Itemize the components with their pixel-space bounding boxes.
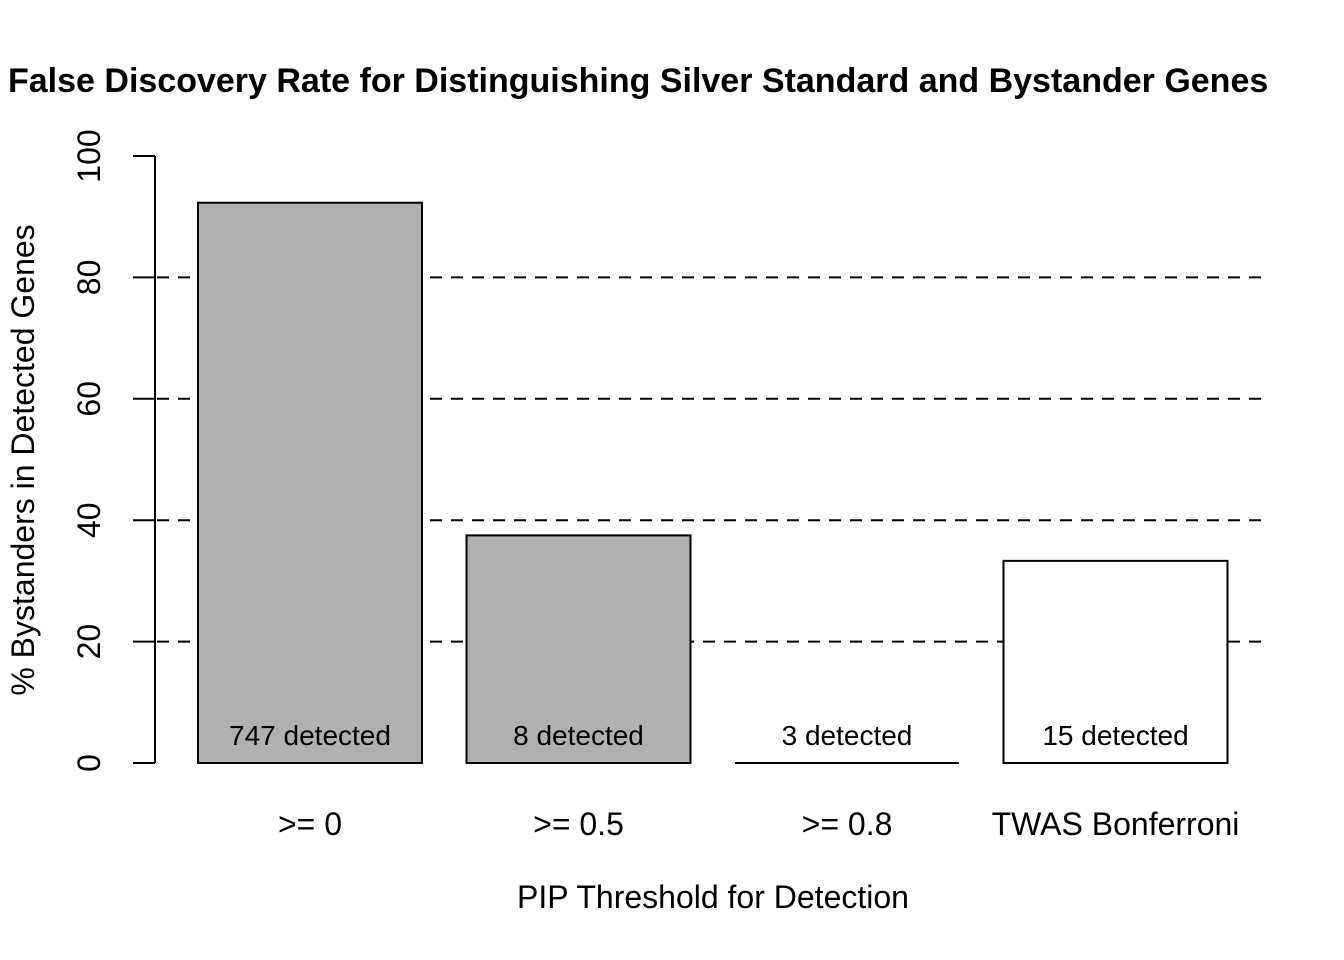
- bar-labels-group: 747 detected 8 detected 3 detected 15 detec…: [229, 720, 1189, 751]
- x-tick-label-2: >= 0.5: [533, 806, 624, 842]
- bar-4: [1002, 559, 1229, 765]
- bar-count-label-2: 8 detected: [513, 720, 644, 751]
- bar-count-label-3: 3 detected: [782, 720, 913, 751]
- bar-2: [465, 534, 692, 764]
- category-labels-group: >= 0 >= 0.5 >= 0.8 TWAS Bonferroni: [278, 806, 1239, 842]
- bar-count-label-1: 747 detected: [229, 720, 391, 751]
- x-tick-label-1: >= 0: [278, 806, 342, 842]
- x-tick-label-3: >= 0.8: [802, 806, 893, 842]
- y-tick-label-100: 100: [71, 129, 107, 182]
- y-tick-label-0: 0: [71, 754, 107, 772]
- y-axis-title: % Bystanders in Detected Genes: [5, 224, 41, 695]
- bars-group: [197, 201, 1229, 765]
- y-tick-label-60: 60: [71, 381, 107, 417]
- bar-count-label-4: 15 detected: [1042, 720, 1188, 751]
- y-tick-label-80: 80: [71, 260, 107, 296]
- y-tick-label-20: 20: [71, 624, 107, 660]
- gridlines-group: [157, 276, 1263, 643]
- y-tick-label-40: 40: [71, 502, 107, 538]
- bar-1: [197, 201, 423, 764]
- x-axis-title: PIP Threshold for Detection: [517, 879, 909, 915]
- chart-title: False Discovery Rate for Distinguishing …: [8, 62, 1268, 100]
- y-axis-group: 0 20 40 60 80 100: [71, 129, 156, 772]
- x-tick-label-4: TWAS Bonferroni: [992, 806, 1240, 842]
